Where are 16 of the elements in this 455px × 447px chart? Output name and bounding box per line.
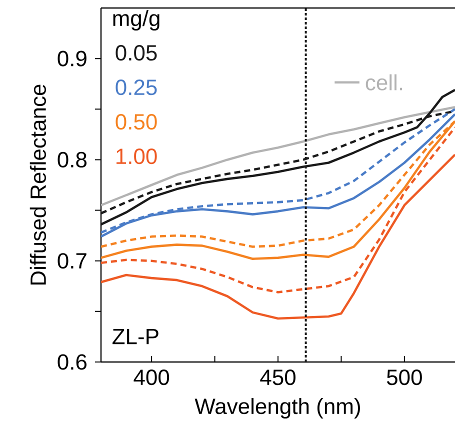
y-tick-label: 0.8 [58,152,87,168]
y-tick-label: 0.7 [58,253,86,269]
y-axis-title: Diffused Reflectance [30,84,46,284]
text: 1.00 [116,148,157,164]
x-tick-label: 450 [260,370,296,386]
y-tick-label: 0.9 [58,50,86,66]
annotation: ZL-P [112,328,158,344]
x-axis-title: Wavelength (nm) [194,398,360,418]
text: 0.25 [116,80,157,96]
text: 0.50 [116,114,157,130]
legend-label: cell. [366,74,402,90]
legend-title: mg/g [113,10,160,30]
x-tick-label: 500 [386,370,422,386]
text: 0.05 [116,45,157,61]
y-tick-label: 0.6 [58,354,86,370]
x-tick-label: 400 [134,370,170,386]
